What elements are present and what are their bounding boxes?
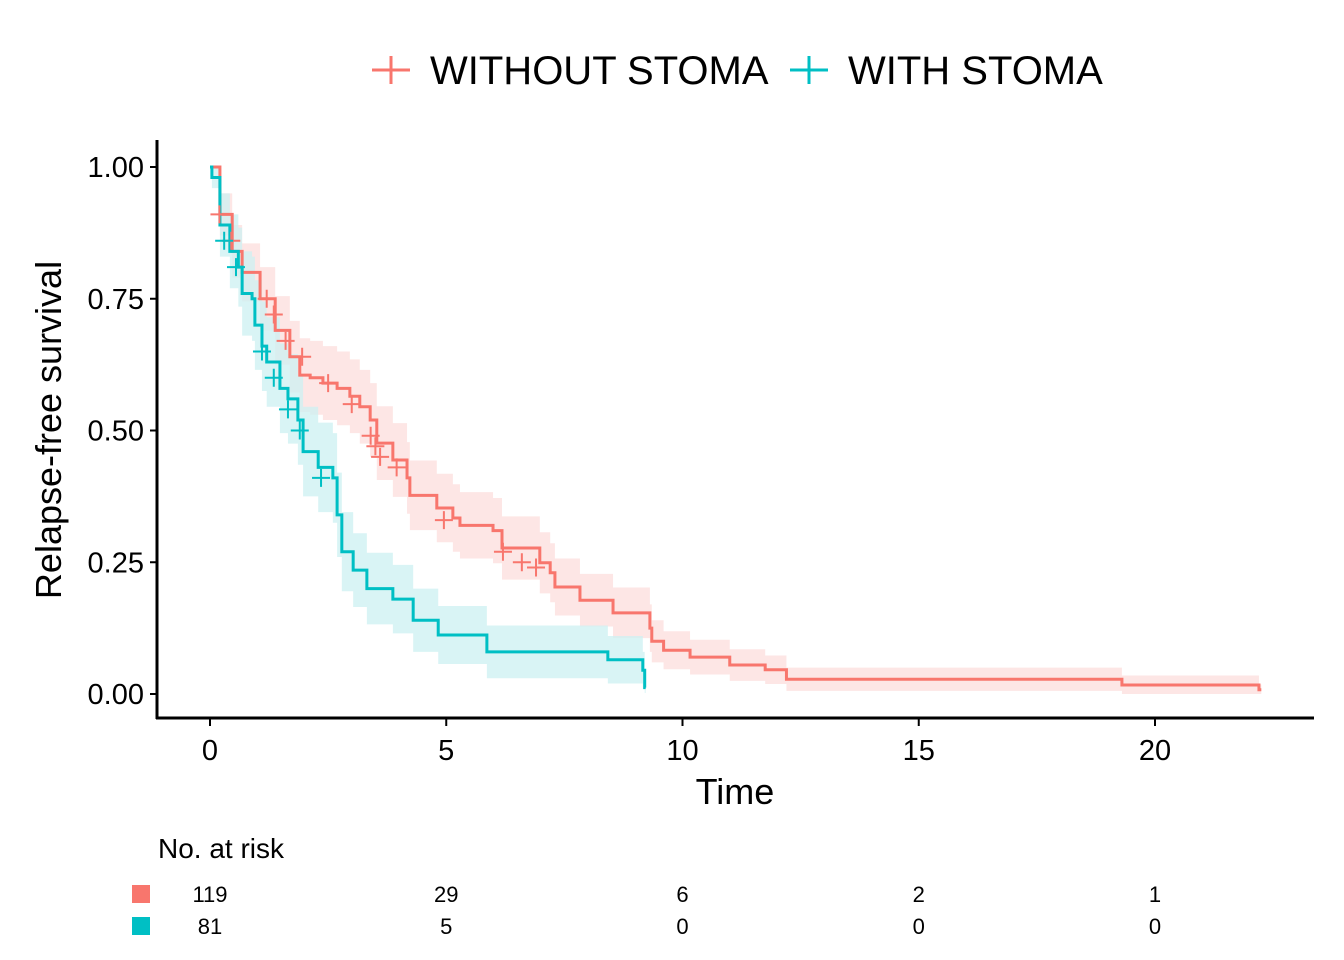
risk-count: 0 — [1149, 914, 1161, 939]
confidence-bands — [210, 167, 1262, 694]
x-tick-label: 20 — [1139, 735, 1171, 767]
y-tick-label: 0.50 — [88, 416, 144, 448]
y-tick-label: 0.00 — [88, 679, 144, 711]
censor-mark — [264, 368, 283, 387]
x-ticks: 0 5 10 15 20 — [202, 718, 1171, 767]
censor-mark — [264, 305, 283, 324]
censor-mark — [257, 289, 276, 308]
censor-mark — [210, 205, 229, 224]
censor-mark — [387, 458, 406, 477]
censor-mark — [342, 395, 361, 414]
censor-mark — [319, 374, 338, 393]
censor-mark — [215, 231, 234, 250]
y-ticks: 0.00 0.25 0.50 0.75 1.00 — [88, 152, 157, 711]
risk-count: 5 — [440, 914, 452, 939]
risk-count: 1 — [1149, 882, 1161, 907]
censor-mark — [278, 400, 297, 419]
legend-label: WITHOUT STOMA — [430, 49, 769, 93]
legend: WITHOUT STOMA WITH STOMA — [372, 49, 1103, 93]
y-axis-title: Relapse-free survival — [28, 261, 69, 599]
legend-item-with-stoma: WITH STOMA — [790, 49, 1103, 93]
censor-mark — [527, 558, 546, 577]
y-tick-label: 1.00 — [88, 152, 144, 184]
censor-mark — [361, 426, 380, 445]
censor-mark — [290, 421, 309, 440]
censor-mark — [226, 258, 245, 277]
censor-mark — [366, 437, 385, 456]
x-tick-label: 5 — [438, 735, 454, 767]
censor-mark — [252, 342, 271, 361]
x-tick-label: 0 — [202, 735, 218, 767]
censor-mark — [493, 542, 512, 561]
risk-table-title: No. at risk — [158, 833, 285, 864]
legend-item-without-stoma: WITHOUT STOMA — [372, 49, 769, 93]
legend-label: WITH STOMA — [848, 49, 1103, 93]
risk-count: 81 — [198, 914, 222, 939]
risk-row-color-key — [132, 885, 150, 903]
risk-count: 0 — [676, 914, 688, 939]
censor-marks — [210, 205, 546, 577]
survival-curve-0 — [210, 165, 1262, 692]
censor-mark — [276, 331, 295, 350]
risk-count: 6 — [676, 882, 688, 907]
x-tick-label: 10 — [666, 735, 698, 767]
risk-count: 0 — [913, 914, 925, 939]
risk-count: 119 — [192, 882, 227, 907]
risk-row-color-key — [132, 917, 150, 935]
censor-mark — [293, 347, 312, 366]
y-tick-label: 0.75 — [88, 284, 144, 316]
censor-mark — [312, 468, 331, 487]
x-tick-label: 15 — [903, 735, 935, 767]
risk-count: 29 — [434, 882, 458, 907]
censor-mark — [371, 447, 390, 466]
risk-count: 2 — [913, 882, 925, 907]
censor-mark — [434, 511, 453, 530]
x-axis-title: Time — [696, 771, 775, 812]
censor-mark — [512, 553, 531, 572]
y-tick-label: 0.25 — [88, 547, 144, 579]
risk-table: 119 29 6 2 1 81 5 0 0 0 — [132, 882, 1161, 939]
